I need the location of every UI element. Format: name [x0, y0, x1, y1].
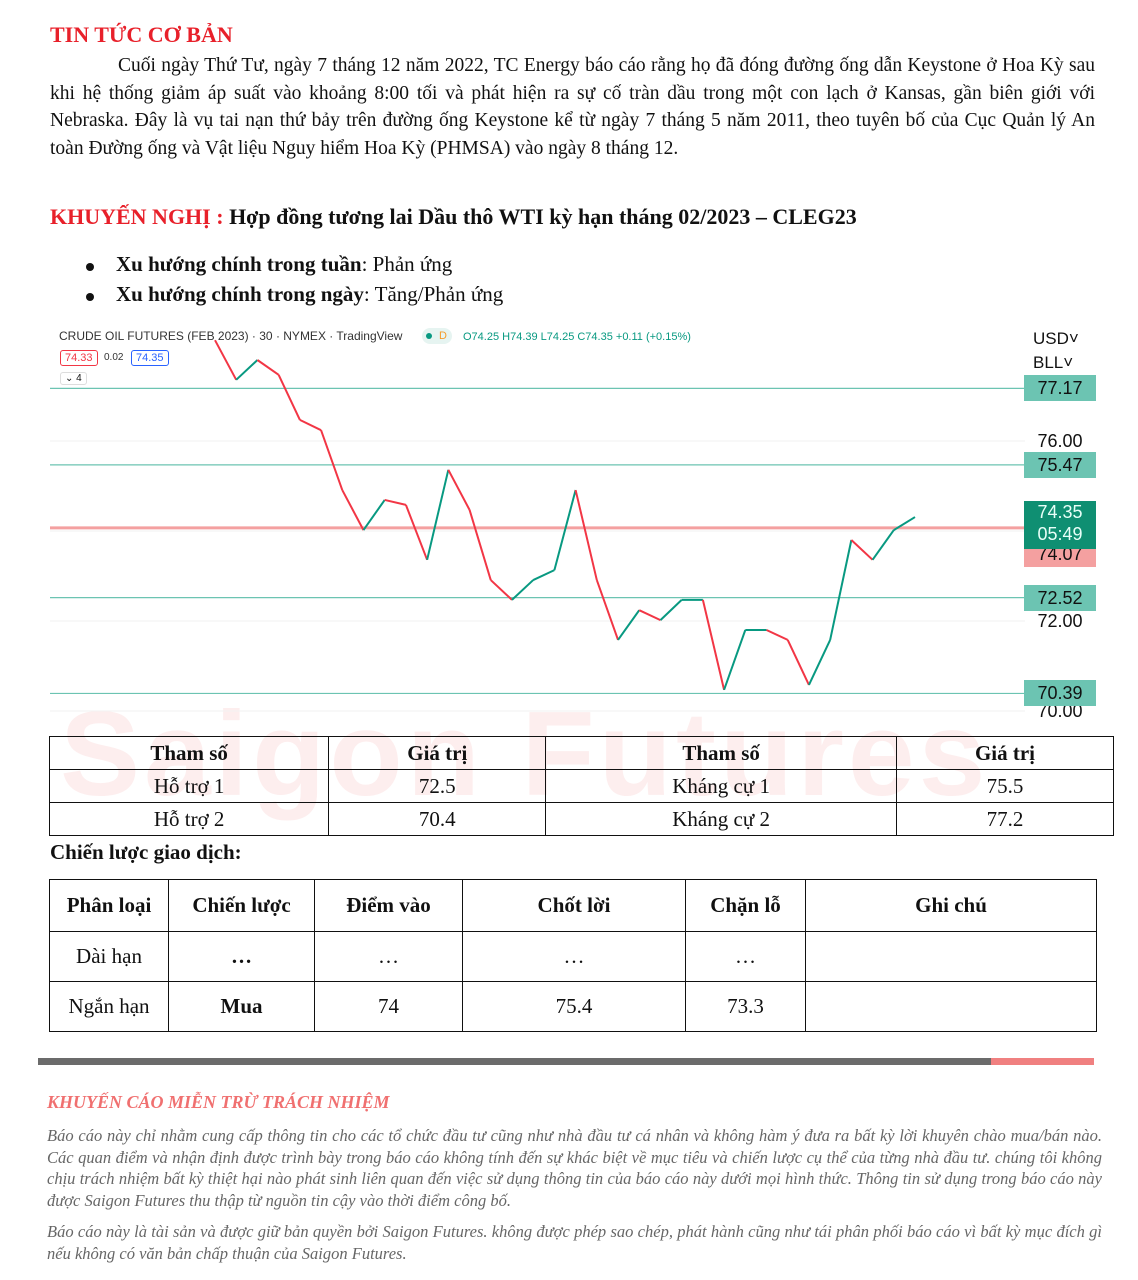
- currency-select[interactable]: USD˅: [1033, 329, 1079, 348]
- y-tick-label: 76.00: [1037, 431, 1083, 451]
- divider-accent: [991, 1058, 1094, 1065]
- price-segment: [893, 516, 916, 531]
- disclaimer-p2: Báo cáo này là tài sản và được giữ bản q…: [47, 1222, 1102, 1263]
- price-segment: [723, 629, 747, 691]
- price-segment: [574, 489, 598, 581]
- price-segment: [553, 489, 577, 571]
- price-axis: 76.00 72.00 70.00 77.17 75.47 72.52 70.39 74.07…: [1024, 322, 1100, 721]
- disclaimer-p1: Báo cáo này chỉ nhằm cung cấp thông tin …: [47, 1126, 1102, 1210]
- price-chart: CRUDE OIL FUTURES (FEB 2023) · 30 · NYME…: [50, 322, 1100, 721]
- last-price-label: 74.35 05:49: [1024, 501, 1096, 550]
- price-segment: [786, 639, 810, 686]
- market-status-badge: D: [422, 328, 452, 344]
- level-label: 70.39: [1024, 680, 1096, 707]
- price-segment: [426, 469, 450, 561]
- price-segment: [701, 599, 726, 691]
- news-heading: TIN TỨC CƠ BẢN: [50, 22, 233, 47]
- indicators-toggle[interactable]: ⌄ 4: [60, 372, 87, 385]
- table-row: Hỗ trợ 1 72.5 Kháng cự 1 75.5: [48, 769, 1115, 803]
- price-segment: [447, 469, 471, 511]
- recommendation: KHUYẾN NGHỊ : Hợp đồng tương lai Dầu thô…: [50, 204, 857, 230]
- table-row: Ngắn hạn Mua 74 75.4 73.3: [49, 981, 1097, 1032]
- price-segment: [829, 539, 853, 641]
- price-segment: [850, 539, 874, 561]
- level-label: 75.47: [1024, 451, 1096, 478]
- recommendation-text: Hợp đồng tương lai Dầu thô WTI kỳ hạn th…: [229, 204, 857, 229]
- disclaimer-title: KHUYẾN CÁO MIỄN TRỪ TRÁCH NHIỆM: [47, 1092, 390, 1112]
- price-segment: [341, 489, 365, 531]
- unit-select[interactable]: BLL˅: [1033, 353, 1074, 372]
- strategy-heading: Chiến lược giao dịch:: [50, 840, 242, 864]
- price-segment: [277, 374, 301, 421]
- chart-plot: [50, 339, 1025, 712]
- price-segment: [617, 609, 641, 641]
- price-segment: [362, 499, 386, 531]
- price-segment: [235, 359, 259, 381]
- price-segment: [808, 639, 832, 686]
- level-label: 72.52: [1024, 584, 1096, 611]
- price-segment: [384, 498, 407, 506]
- bid-button[interactable]: 74.33: [60, 350, 98, 366]
- spread: 0.02: [104, 352, 124, 363]
- recommendation-label: KHUYẾN NGHỊ :: [50, 204, 224, 229]
- levels-table: Tham số Giá trị Tham số Giá trị Hỗ trợ 1 72.…: [48, 736, 1115, 836]
- price-segment: [595, 579, 619, 641]
- table-row: Hỗ trợ 2 70.4 Kháng cự 2 77.2: [48, 802, 1115, 836]
- ohlc-readout: O74.25 H74.39 L74.25 C74.35 +0.11 (+0.15…: [463, 331, 691, 343]
- trend-list: Xu hướng chính trong tuần: Phản ứng Xu h…: [86, 252, 503, 312]
- price-segment: [320, 429, 344, 491]
- trend-week: Xu hướng chính trong tuần: Phản ứng: [86, 252, 503, 282]
- price-segment: [532, 569, 555, 581]
- chart-title: CRUDE OIL FUTURES (FEB 2023) · 30 · NYME…: [59, 329, 403, 343]
- table-row: Dài hạn…………: [49, 931, 1097, 982]
- divider: [38, 1058, 991, 1065]
- price-segment: [490, 579, 513, 601]
- price-segment: [871, 529, 895, 561]
- price-segment: [659, 599, 683, 621]
- price-segment: [299, 418, 322, 432]
- price-segment: [511, 579, 534, 601]
- price-segment: [766, 629, 789, 641]
- news-body: Cuối ngày Thứ Tư, ngày 7 tháng 12 năm 20…: [50, 55, 1095, 159]
- ask-button[interactable]: 74.35: [131, 350, 169, 366]
- price-segment: [214, 339, 238, 381]
- price-segment: [468, 509, 492, 581]
- price-segment: [638, 609, 661, 622]
- trend-day: Xu hướng chính trong ngày: Tăng/Phản ứng: [86, 282, 503, 312]
- strategy-table: Phân loại Chiến lược Điểm vào Chốt lời Chặn …: [49, 879, 1097, 1032]
- price-segment: [404, 504, 429, 561]
- price-segment: [256, 359, 280, 376]
- level-label: 77.17: [1024, 375, 1096, 402]
- y-tick-label: 72.00: [1037, 611, 1083, 631]
